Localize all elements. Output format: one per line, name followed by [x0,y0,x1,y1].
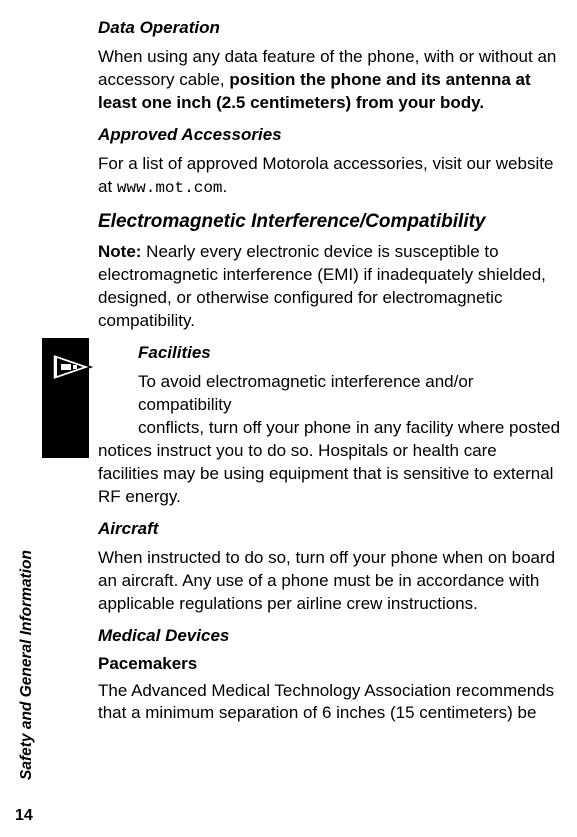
emi-note-label: Note: [98,242,141,261]
pacemakers-paragraph: The Advanced Medical Technology Associat… [98,680,561,726]
approved-accessories-paragraph: For a list of approved Motorola accessor… [98,153,561,200]
medical-devices-heading: Medical Devices [98,626,561,646]
facilities-rest: notices instruct you to do so. Hospitals… [98,441,553,506]
facilities-line2: conflicts, turn off your phone in any fa… [138,417,561,440]
aircraft-paragraph: When instructed to do so, turn off your … [98,547,561,616]
facilities-paragraph: To avoid electromagnetic interference an… [98,371,561,509]
aircraft-heading: Aircraft [98,519,561,539]
approved-accessories-suffix: . [223,177,228,196]
pacemakers-subheading: Pacemakers [98,654,561,674]
warning-icon [47,350,97,384]
data-operation-heading: Data Operation [98,18,561,38]
emi-heading: Electromagnetic Interference/Compatibili… [98,211,561,233]
approved-accessories-url: www.mot.com [117,179,223,197]
approved-accessories-heading: Approved Accessories [98,125,561,145]
emi-note-paragraph: Note: Nearly every electronic device is … [98,241,561,333]
sidebar-section-label: Safety and General Information [18,550,36,780]
data-operation-paragraph: When using any data feature of the phone… [98,46,561,115]
facilities-line1: To avoid electromagnetic interference an… [138,371,561,417]
facilities-heading: Facilities [138,343,561,363]
emi-note-text: Nearly every electronic device is suscep… [98,242,546,330]
page-number: 14 [15,807,33,825]
